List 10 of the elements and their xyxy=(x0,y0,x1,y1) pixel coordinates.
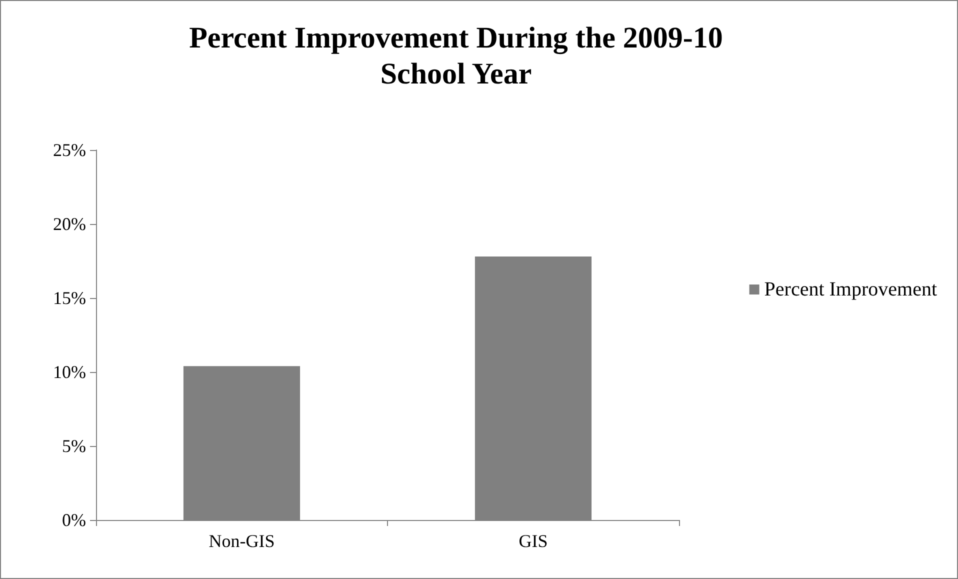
y-tick-label: 20% xyxy=(53,214,86,234)
legend-label: Percent Improvement xyxy=(764,278,938,300)
y-tick-label: 25% xyxy=(53,140,86,160)
x-tick-label: GIS xyxy=(518,531,548,551)
y-tick-label: 5% xyxy=(62,436,86,456)
x-tick-label: Non-GIS xyxy=(208,531,275,551)
y-tick-label: 10% xyxy=(53,362,86,382)
chart-title: Percent Improvement During the 2009-10 School Year xyxy=(189,22,723,90)
y-tick-label: 15% xyxy=(53,288,86,308)
y-tick-label: 0% xyxy=(62,510,86,530)
